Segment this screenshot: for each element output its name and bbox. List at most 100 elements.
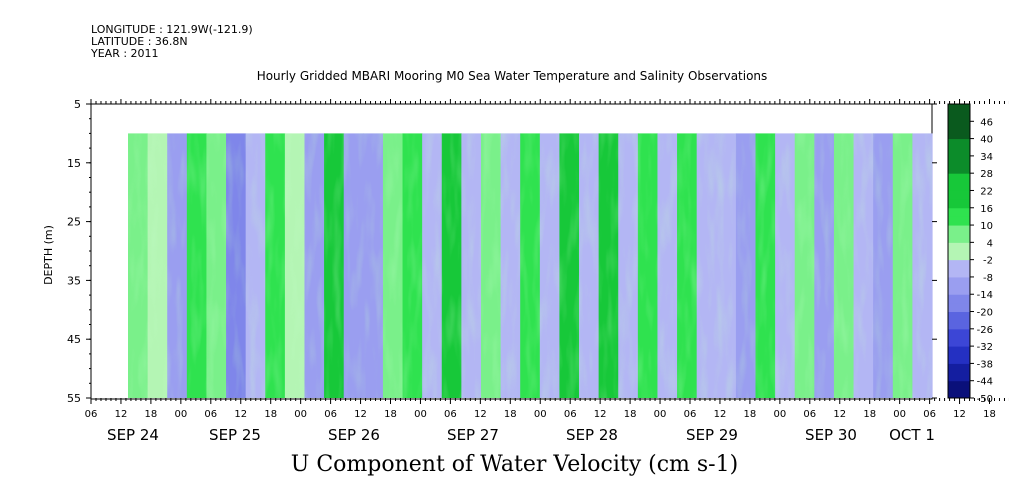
colorbar-swatch (948, 190, 970, 200)
x-hour-label: 06 (803, 409, 816, 420)
x-hour-label: 18 (983, 409, 996, 420)
x-hour-label: 18 (624, 409, 637, 420)
x-hour-label: 18 (264, 409, 277, 420)
colorbar-tick-label: 16 (980, 204, 993, 215)
colorbar-tick-label: -38 (977, 359, 993, 370)
x-hour-label: 12 (474, 409, 487, 420)
colorbar-tick-label: -2 (983, 256, 993, 267)
x-hour-label: 06 (324, 409, 337, 420)
colorbar-swatch (948, 233, 970, 243)
colorbar-swatch (948, 138, 970, 148)
x-hour-label: 18 (504, 409, 517, 420)
x-hour-label: 12 (594, 409, 607, 420)
colorbar-swatch (948, 121, 970, 131)
colorbar-tick-label: 22 (980, 186, 993, 197)
x-hour-label: 00 (294, 409, 307, 420)
time-axis: 06 12 18 00 06 12 18 00 06 12 18 00 06 12 18 00 06 12 18 00… (85, 99, 1009, 444)
colorbar-tick-label: 10 (980, 221, 993, 232)
colorbar-swatch (948, 363, 970, 373)
colorbar: 46 40 34 28 22 16 10 4 -2 -8 -14 -20 -26 -32 -38 -44 -50 (947, 103, 993, 405)
latitude-label: LATITUDE : 36.8N (91, 35, 188, 48)
x-hour-label: 06 (684, 409, 697, 420)
y-tick-label: 15 (67, 157, 81, 170)
colorbar-tick-label: 40 (980, 135, 993, 146)
x-day-label: SEP 29 (686, 426, 738, 444)
colorbar-swatch (948, 112, 970, 122)
colorbar-swatch (948, 207, 970, 217)
colorbar-swatch (948, 225, 970, 235)
y-tick-label: 35 (67, 274, 81, 287)
x-hour-label: 00 (534, 409, 547, 420)
colorbar-tick-label: 34 (980, 152, 993, 163)
colorbar-swatch (948, 328, 970, 338)
colorbar-swatch (948, 354, 970, 364)
x-hour-label: 06 (204, 409, 217, 420)
texture-overlay (128, 133, 932, 398)
x-hour-label: 06 (85, 409, 98, 420)
x-day-label: OCT 1 (889, 426, 935, 444)
colorbar-tick-label: 4 (987, 238, 993, 249)
x-hour-label: 12 (354, 409, 367, 420)
colorbar-swatch (948, 302, 970, 313)
colorbar-swatch (948, 181, 970, 191)
colorbar-swatch (948, 311, 970, 321)
y-tick-label: 25 (67, 216, 81, 229)
location-info: LONGITUDE : 121.9W(-121.9) LATITUDE : 36… (91, 24, 253, 60)
colorbar-tick-label: 28 (980, 169, 993, 180)
colorbar-tick-label: -8 (983, 273, 993, 284)
x-day-label: SEP 26 (328, 426, 380, 444)
colorbar-swatch (948, 294, 970, 304)
chart-title: U Component of Water Velocity (cm s-1) (290, 452, 739, 477)
x-hour-label: 12 (115, 409, 128, 420)
colorbar-swatch (948, 380, 970, 390)
colorbar-swatch (948, 389, 970, 399)
x-hour-label: 00 (174, 409, 187, 420)
x-hour-label: 00 (414, 409, 427, 420)
colorbar-swatch (948, 216, 970, 226)
x-day-label: SEP 30 (805, 426, 857, 444)
colorbar-swatch (948, 155, 970, 166)
colorbar-tick-label: -32 (977, 342, 993, 353)
colorbar-swatch (948, 242, 970, 252)
y-tick-label: 55 (67, 392, 81, 405)
colorbar-swatch (948, 251, 970, 261)
colorbar-swatch (948, 104, 970, 114)
x-hour-label: 18 (744, 409, 757, 420)
colorbar-tick-label: -26 (977, 325, 993, 336)
colorbar-tick-label: -50 (977, 394, 993, 405)
dataset-title: Hourly Gridded MBARI Mooring M0 Sea Wate… (256, 69, 768, 83)
x-hour-label: 12 (953, 409, 966, 420)
colorbar-swatch (948, 320, 970, 330)
x-hour-label: 18 (384, 409, 397, 420)
x-hour-label: 06 (564, 409, 577, 420)
colorbar-swatch (948, 285, 970, 295)
x-hour-label: 06 (923, 409, 936, 420)
colorbar-tick-label: -14 (977, 290, 993, 301)
x-hour-label: 00 (654, 409, 667, 420)
colorbar-frame (947, 103, 971, 399)
x-day-label: SEP 27 (447, 426, 499, 444)
x-hour-label: 18 (145, 409, 158, 420)
colorbar-swatch (948, 199, 970, 209)
colorbar-swatch (948, 129, 970, 140)
x-day-label: SEP 28 (566, 426, 618, 444)
x-hour-label: 00 (773, 409, 786, 420)
y-tick-label: 45 (67, 333, 81, 346)
colorbar-swatch (948, 259, 970, 269)
x-hour-label: 12 (714, 409, 727, 420)
depth-axis: 5 15 25 35 45 55 (67, 98, 937, 405)
colorbar-swatch (948, 346, 970, 356)
colorbar-tick-label: -20 (977, 308, 993, 319)
y-axis-label: DEPTH (m) (42, 225, 55, 285)
colorbar-swatch (948, 173, 970, 183)
colorbar-swatch (948, 372, 970, 382)
x-day-label: SEP 24 (107, 426, 159, 444)
x-hour-label: 00 (893, 409, 906, 420)
colorbar-tick-label: -44 (977, 377, 993, 388)
x-hour-label: 06 (444, 409, 457, 420)
colorbar-swatch (948, 337, 970, 347)
x-day-label: SEP 25 (209, 426, 261, 444)
x-hour-label: 18 (863, 409, 876, 420)
colorbar-tick-label: 46 (980, 117, 993, 128)
